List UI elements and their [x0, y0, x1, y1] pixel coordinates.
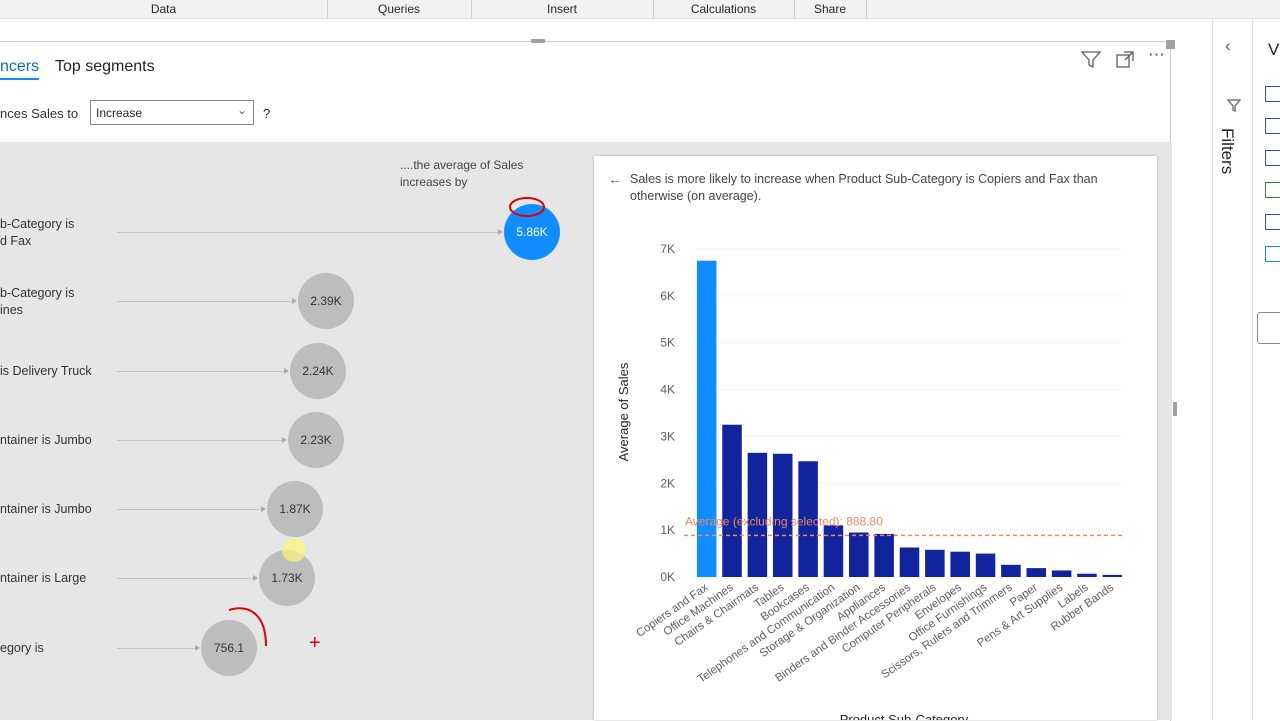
resize-handle-top[interactable]	[531, 39, 545, 43]
ribbon-group-insert: Insert	[471, 0, 654, 18]
y-tick-label: 5K	[660, 336, 675, 350]
annotation-plus: +	[309, 632, 321, 654]
influencer-label-line: ntainer is Jumbo	[0, 502, 92, 516]
influencer-label[interactable]: b-Category is d Fax	[0, 216, 74, 250]
influencer-bubble[interactable]: 2.23K	[288, 412, 344, 468]
influencer-detail-card	[594, 156, 1157, 720]
y-tick-label: 3K	[660, 429, 675, 443]
influencer-connector	[117, 437, 287, 443]
influencer-label-line: b-Category is	[0, 217, 75, 231]
bar	[1102, 574, 1123, 577]
influencer-connector	[117, 506, 266, 512]
decomposition-tree-icon[interactable]	[1265, 246, 1280, 262]
bar	[747, 452, 768, 577]
tab-top-segments[interactable]: Top segments	[55, 58, 155, 75]
influencer-bubble[interactable]: 756.1	[201, 620, 257, 676]
influencer-label[interactable]: is Delivery Truck	[0, 363, 92, 380]
influencer-label-line: b-Category is	[0, 286, 75, 300]
influencer-connector	[117, 645, 200, 651]
line-chart-icon[interactable]	[1265, 118, 1280, 134]
bar	[1001, 564, 1021, 577]
bar	[823, 525, 844, 577]
visualizations-pane	[1252, 19, 1280, 720]
influencer-connector	[117, 298, 297, 304]
reference-line-label: Average (excluding selected): 888.80	[685, 514, 883, 528]
chevron-down-icon: ⌄	[236, 103, 247, 117]
focus-mode-icon[interactable]	[1114, 49, 1136, 71]
bar	[1077, 573, 1097, 577]
bar	[1026, 568, 1047, 577]
visual-type-icons[interactable]	[1265, 86, 1280, 262]
influencer-label-line: ntainer is Jumbo	[0, 433, 92, 447]
table-visual-icon[interactable]	[1265, 86, 1280, 102]
resize-handle-corner[interactable]	[1166, 40, 1175, 49]
more-options-icon[interactable]: ⋯	[1148, 45, 1166, 64]
y-tick-label: 1K	[660, 523, 675, 537]
influencer-label[interactable]: b-Category is ines	[0, 285, 74, 319]
influencer-label-line: egory is	[0, 641, 44, 655]
y-tick-label: 0K	[660, 570, 675, 584]
bar	[950, 551, 970, 577]
influencer-connector	[117, 368, 289, 374]
chevron-left-icon[interactable]: ‹	[1225, 36, 1231, 55]
search-field[interactable]	[1257, 312, 1280, 344]
resize-handle-right[interactable]	[1173, 402, 1177, 416]
y-tick-label: 4K	[660, 383, 675, 397]
bar	[925, 549, 945, 577]
question-lead-text: nces Sales to	[0, 106, 79, 121]
ribbon-group-queries: Queries	[327, 0, 472, 18]
bar	[696, 260, 717, 577]
tab-key-influencers[interactable]: ncers	[0, 58, 40, 80]
bar	[772, 453, 793, 577]
bar	[849, 532, 869, 577]
y-tick-label: 6K	[660, 289, 675, 303]
influencer-connector	[117, 575, 258, 581]
visualizations-pane-title: V	[1268, 40, 1280, 59]
influencer-label[interactable]: egory is	[0, 640, 44, 657]
ribbon-group-share: Share	[794, 0, 867, 18]
ribbon-group-calculations: Calculations	[653, 0, 795, 18]
arrow-left-icon[interactable]: ←	[608, 171, 622, 187]
influencer-bubble[interactable]: 1.87K	[267, 481, 323, 537]
influencer-label-line: is Delivery Truck	[0, 364, 92, 378]
influencer-bubble[interactable]: 2.39K	[298, 273, 354, 329]
bar	[899, 547, 920, 577]
influencer-label-line: ntainer is Large	[0, 571, 87, 585]
bar	[798, 461, 818, 577]
average-caption: ....the average of Sales increases by	[400, 158, 524, 189]
column-chart-icon[interactable]	[1265, 150, 1280, 166]
direction-dropdown[interactable]: Increase ⌄	[90, 100, 254, 125]
influencer-label[interactable]: ntainer is Jumbo	[0, 501, 92, 518]
y-axis-title: Average of Sales	[616, 362, 631, 461]
filters-pane-label[interactable]: Filters	[1218, 128, 1237, 175]
influencer-bubble[interactable]: 5.86K	[504, 204, 560, 260]
ribbon-group-labels: Data Queries Insert Calculations Share	[0, 0, 1280, 19]
annotation-arc	[228, 607, 267, 647]
bar	[1051, 570, 1072, 577]
filters-pane-collapsed	[1212, 19, 1253, 720]
bar	[874, 533, 894, 577]
influencer-connector	[117, 229, 503, 235]
detail-description: Sales is more likely to increase when Pr…	[630, 172, 1098, 203]
filter-icon[interactable]	[1080, 49, 1102, 69]
question-mark: ?	[263, 106, 271, 121]
key-influencers-icon[interactable]	[1265, 214, 1280, 230]
bar	[975, 553, 996, 577]
python-visual-icon[interactable]	[1265, 182, 1280, 198]
ribbon-group-data: Data	[0, 0, 328, 18]
x-axis-title: Product Sub-Category	[840, 712, 969, 720]
influencer-bubble[interactable]: 2.24K	[290, 343, 346, 399]
filter-icon[interactable]	[1226, 96, 1242, 114]
y-tick-label: 2K	[660, 476, 675, 490]
influencer-label-line: ines	[0, 303, 23, 317]
influencer-label[interactable]: ntainer is Jumbo	[0, 432, 92, 449]
bar	[722, 424, 742, 577]
y-tick-label: 7K	[660, 242, 675, 256]
influencer-label-line: d Fax	[0, 234, 32, 248]
influencer-label[interactable]: ntainer is Large	[0, 570, 86, 587]
dropdown-value: Increase	[96, 106, 143, 120]
cursor-highlight	[282, 538, 306, 562]
annotation-circle	[509, 197, 545, 217]
